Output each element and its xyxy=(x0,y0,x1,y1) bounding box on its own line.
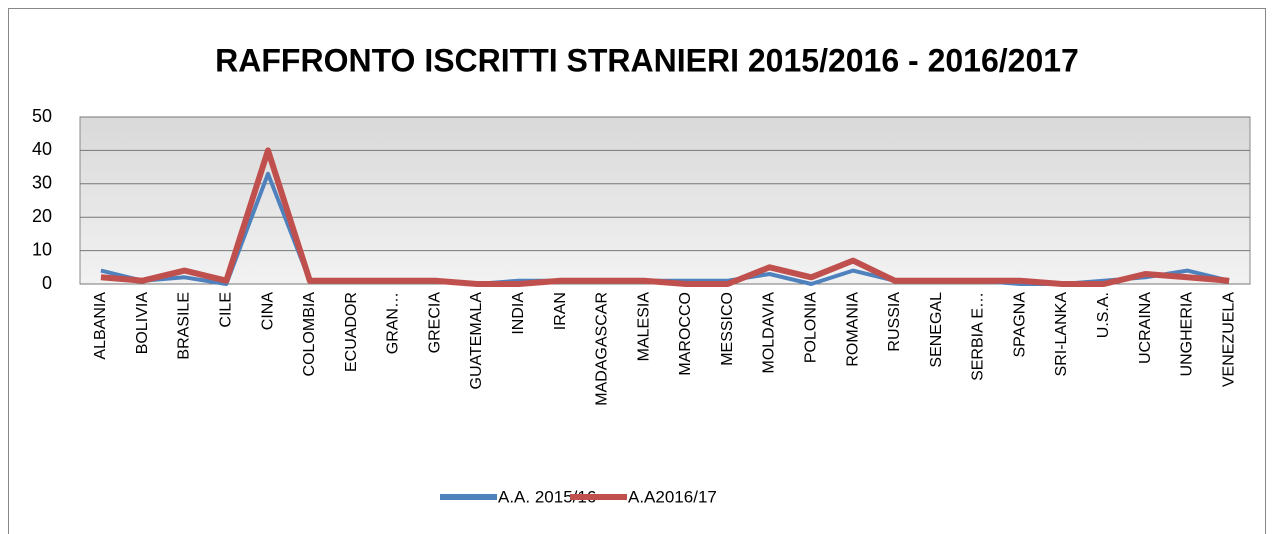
x-tick-label: BOLIVIA xyxy=(134,292,151,355)
x-tick-label: ECUADOR xyxy=(343,292,360,372)
y-tick-label: 50 xyxy=(32,106,52,126)
x-tick-label: IRAN xyxy=(552,292,569,330)
x-tick-label: ROMANIA xyxy=(844,292,861,367)
plot-area xyxy=(79,116,1251,285)
y-tick-label: 30 xyxy=(32,173,52,193)
y-tick-label: 0 xyxy=(42,273,52,293)
chart-title: RAFFRONTO ISCRITTI STRANIERI 2015/2016 -… xyxy=(215,42,1079,78)
x-tick-label: UNGHERIA xyxy=(1179,292,1196,377)
x-tick-label: SRI-LANKA xyxy=(1053,292,1070,377)
x-tick-label: ALBANIA xyxy=(92,292,109,360)
x-tick-label: MESSICO xyxy=(719,292,736,366)
x-tick-label: SPAGNA xyxy=(1011,292,1028,358)
x-tick-label: MADAGASCAR xyxy=(594,292,611,406)
y-tick-label: 40 xyxy=(32,139,52,159)
x-tick-label: GUATEMALA xyxy=(468,292,485,390)
x-tick-label: CILE xyxy=(217,292,234,328)
x-tick-label: SERBIA E… xyxy=(970,292,987,381)
x-tick-label: GRAN… xyxy=(385,292,402,354)
x-tick-label: GRECIA xyxy=(426,292,443,354)
x-tick-label: MALESIA xyxy=(635,292,652,362)
series-line xyxy=(100,147,1230,287)
x-tick-label: SENEGAL xyxy=(928,292,945,368)
x-tick-label: VENEZUELA xyxy=(1220,292,1237,387)
x-tick-label: BRASILE xyxy=(176,292,193,360)
x-tick-label: UCRAINA xyxy=(1137,292,1154,364)
y-tick-label: 20 xyxy=(32,206,52,226)
y-tick-label: 10 xyxy=(32,239,52,259)
x-tick-label: INDIA xyxy=(510,292,527,335)
x-tick-label: CINA xyxy=(259,292,276,331)
legend-label: A.A. 2015/16 xyxy=(498,487,596,506)
x-tick-label: RUSSIA xyxy=(886,292,903,352)
x-tick-label: POLONIA xyxy=(802,292,819,363)
x-tick-label: MAROCCO xyxy=(677,292,694,376)
x-tick-label: U.S.A. xyxy=(1095,292,1112,338)
x-tick-label: COLOMBIA xyxy=(301,292,318,377)
x-tick-label: MOLDAVIA xyxy=(761,292,778,374)
legend-label: A.A2016/17 xyxy=(628,487,717,506)
